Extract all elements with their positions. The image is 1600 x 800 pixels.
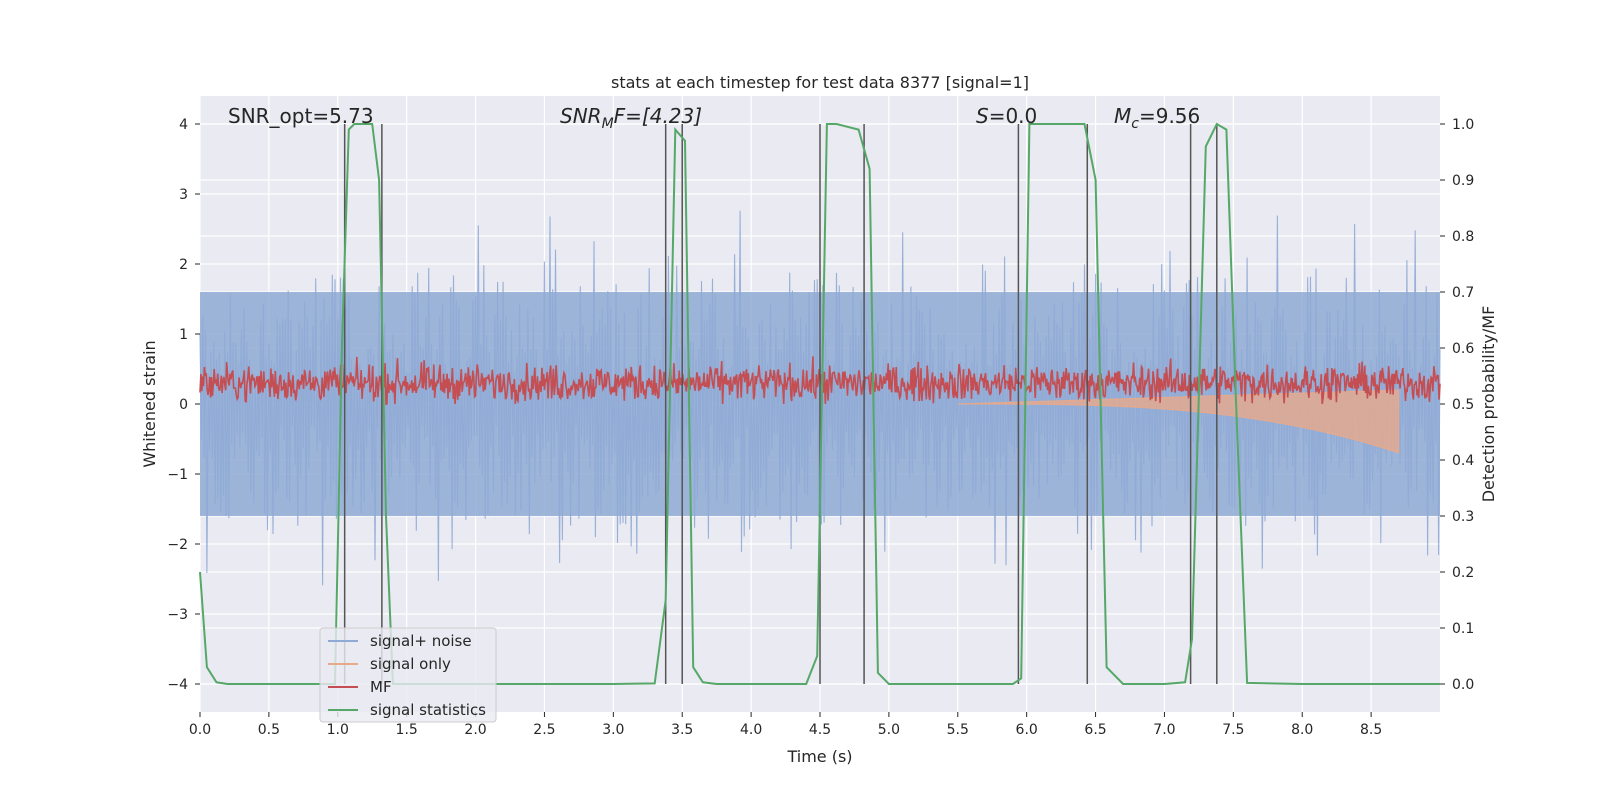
series-signal-only [957, 389, 1400, 454]
y-left-tick-label-1: −3 [167, 607, 188, 623]
annotation-snr-opt: SNR_opt=5.73 [228, 104, 374, 128]
y-left-axis-ticks: −4 −3 −2 −1 0 1 2 3 4 [167, 117, 200, 693]
x-tick-label-4: 2.0 [464, 722, 486, 738]
x-tick-label-2: 1.0 [327, 722, 349, 738]
y-right-tick-label-9: 0.9 [1452, 173, 1474, 189]
annotation-snr-mf-sub: M [602, 116, 614, 132]
y-right-tick-label-2: 0.2 [1452, 565, 1474, 581]
y-right-axis-label: Detection probability/MF [1479, 306, 1498, 503]
y-left-tick-label-6: 2 [179, 257, 188, 273]
y-right-tick-label-0: 0.0 [1452, 677, 1474, 693]
y-left-tick-label-0: −4 [167, 677, 188, 693]
legend-label-signal-statistics: signal statistics [370, 701, 486, 719]
y-right-tick-label-3: 0.3 [1452, 509, 1474, 525]
x-tick-label-11: 5.5 [947, 722, 969, 738]
annotation-s-main: S [976, 104, 989, 128]
x-tick-label-10: 5.0 [878, 722, 900, 738]
signal-only-trace [957, 389, 1400, 454]
x-tick-label-7: 3.5 [671, 722, 693, 738]
vertical-markers [343, 124, 1218, 684]
y-right-tick-label-7: 0.7 [1452, 285, 1474, 301]
annotation-mc-sub: c [1131, 116, 1139, 132]
annotation-snr-mf-main: SNR [560, 104, 602, 128]
y-right-axis-ticks: 0.0 0.1 0.2 0.3 0.4 0.5 0.6 0.7 0.8 0.9 1.0 [1440, 117, 1474, 693]
x-tick-label-3: 1.5 [396, 722, 418, 738]
legend: signal+ noise signal only MF signal stat… [319, 627, 497, 723]
x-tick-label-5: 2.5 [533, 722, 555, 738]
y-right-tick-label-4: 0.4 [1452, 453, 1474, 469]
annotation-mc-main: M [1114, 104, 1131, 128]
x-axis-label: Time (s) [786, 747, 852, 766]
legend-label-signal-only: signal only [370, 655, 451, 673]
x-tick-label-17: 8.5 [1360, 722, 1382, 738]
x-tick-label-15: 7.5 [1222, 722, 1244, 738]
x-tick-label-16: 8.0 [1291, 722, 1313, 738]
y-right-tick-label-10: 1.0 [1452, 117, 1474, 133]
signal-statistics-trace [199, 122, 1440, 685]
x-tick-label-14: 7.0 [1153, 722, 1175, 738]
y-left-tick-label-2: −2 [167, 537, 188, 553]
y-right-tick-label-6: 0.6 [1452, 341, 1474, 357]
y-left-tick-label-3: −1 [167, 467, 188, 483]
series-signal-statistics [199, 122, 1440, 685]
x-tick-label-1: 0.5 [258, 722, 280, 738]
y-right-tick-label-8: 0.8 [1452, 229, 1474, 245]
y-left-tick-label-4: 0 [179, 397, 188, 413]
legend-label-noise: signal+ noise [370, 632, 472, 650]
x-tick-label-9: 4.5 [809, 722, 831, 738]
legend-box [319, 627, 497, 723]
annotation-s-rest: =0.0 [989, 104, 1038, 128]
y-right-tick-label-5: 0.5 [1452, 397, 1474, 413]
x-axis-ticks: 0.0 0.5 1.0 1.5 2.0 2.5 3.0 3.5 4.0 4.5 5.0 5.5 6.0 6… [189, 712, 1382, 738]
x-tick-label-12: 6.0 [1016, 722, 1038, 738]
x-tick-label-13: 6.5 [1084, 722, 1106, 738]
y-right-tick-label-1: 0.1 [1452, 621, 1474, 637]
y-left-tick-label-7: 3 [179, 187, 188, 203]
annotation-s: S=0.0 [976, 104, 1037, 128]
annotation-snr-mf-rest: F=[4.23] [614, 104, 702, 128]
y-left-tick-label-8: 4 [179, 117, 188, 133]
annotation-mc-rest: =9.56 [1139, 104, 1200, 128]
x-tick-label-8: 4.0 [740, 722, 762, 738]
legend-label-mf: MF [370, 678, 392, 696]
x-tick-label-0: 0.0 [189, 722, 211, 738]
y-left-tick-label-5: 1 [179, 327, 188, 343]
x-tick-label-6: 3.0 [602, 722, 624, 738]
annotation-mc: Mc=9.56 [1114, 104, 1200, 132]
chart-title: stats at each timestep for test data 837… [611, 73, 1029, 92]
y-left-axis-label: Whitened strain [140, 340, 159, 467]
annotation-snr-mf: SNRMF=[4.23] [560, 104, 702, 132]
